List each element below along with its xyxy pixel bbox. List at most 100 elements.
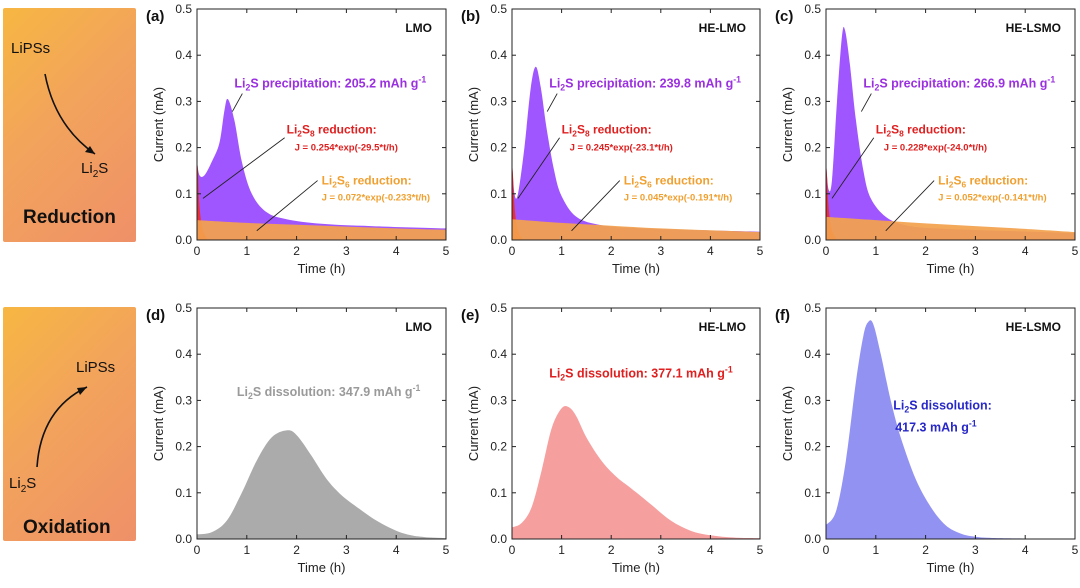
x-tick-label: 1	[558, 244, 565, 258]
dissolution-annotation-part-0: Li	[549, 366, 560, 380]
y-tick-label: 0.2	[490, 141, 507, 155]
panel-label: (a)	[146, 8, 164, 25]
y-tick-label: 0.3	[175, 393, 192, 407]
y-axis-label: Current (mA)	[151, 87, 166, 162]
plot-frame	[196, 307, 447, 540]
dissolution-annotation-part-0: Li	[893, 399, 904, 413]
x-tick-label: 5	[757, 543, 764, 557]
s6-pointer	[256, 180, 318, 232]
y-tick-label: 0.2	[490, 440, 507, 454]
y-tick-label: 0.2	[175, 141, 192, 155]
x-tick-label: 2	[608, 244, 615, 258]
s8-annotation-part-4: reduction:	[590, 123, 652, 137]
s8-pointer	[202, 137, 285, 199]
y-tick-label: 0.4	[175, 347, 192, 361]
s6-equation: J = 0.045*exp(-0.191*t/h)	[624, 193, 733, 204]
x-tick-label: 3	[972, 244, 979, 258]
y-tick-label: 0.5	[175, 301, 192, 315]
y-tick-label: 0.5	[804, 2, 821, 16]
reduction-to-label: Li2S	[81, 160, 108, 180]
chart-panel-6: 0 1 2 3 4 5 0.0 0.1 0.2 0.3 0.4 0.5 Time (h) Current …	[775, 301, 1079, 575]
reduction-arrow-icon	[44, 73, 96, 155]
y-tick-label: 0.3	[175, 94, 192, 108]
s8-annotation-part-4: reduction:	[315, 123, 377, 137]
y-tick-label: 0.1	[175, 187, 192, 201]
panel-title: HE-LMO	[699, 21, 746, 35]
s8-pointer	[831, 137, 875, 199]
y-tick-label: 0.3	[804, 393, 821, 407]
y-tick-label: 0.1	[804, 187, 821, 201]
s6-pointer	[885, 180, 935, 232]
y-tick-label: 0.0	[804, 233, 821, 247]
x-tick-label: 1	[872, 244, 879, 258]
y-axis-label: Current (mA)	[780, 87, 795, 162]
dissolution-annotation-part-2: S dissolution: 347.9 mAh g	[253, 385, 413, 399]
x-axis-label: Time (h)	[612, 560, 660, 575]
y-tick-label: 0.1	[490, 486, 507, 500]
s8-annotation-part-2: S	[577, 123, 585, 137]
x-tick-label: 5	[443, 244, 450, 258]
chart-panel-4: 0 1 2 3 4 5 0.0 0.1 0.2 0.3 0.4 0.5 Time (h) Current …	[146, 301, 450, 575]
x-tick-label: 3	[657, 244, 664, 258]
x-tick-label: 0	[509, 543, 516, 557]
x-axis-label: Time (h)	[298, 560, 346, 575]
precipitation-annotation-part-1: 2	[245, 83, 250, 93]
panel-title: LMO	[405, 320, 432, 334]
dissolution-annotation-part-3: -1	[413, 383, 421, 393]
panel-title: HE-LMO	[699, 320, 746, 334]
x-tick-label: 2	[922, 244, 929, 258]
plot-frame	[825, 8, 1076, 241]
plot-frame	[511, 8, 761, 241]
series-area-1-3	[197, 220, 446, 240]
y-tick-label: 0.0	[490, 233, 507, 247]
dissolution-annotation: Li2S dissolution: 347.9 mAh g-1	[237, 383, 421, 401]
y-tick-label: 0.4	[490, 48, 507, 62]
y-tick-label: 0.0	[175, 532, 192, 546]
x-axis-label: Time (h)	[612, 261, 660, 276]
y-tick-label: 0.3	[490, 94, 507, 108]
x-tick-label: 3	[343, 543, 350, 557]
reduction-scheme: LiPSs Li2S Reduction	[3, 8, 136, 242]
s8-pointer	[517, 137, 560, 199]
s8-annotation: Li2S8 reduction:	[562, 123, 652, 139]
x-tick-label: 0	[509, 244, 516, 258]
y-axis-label: Current (mA)	[780, 386, 795, 461]
s6-annotation-part-1: 2	[332, 180, 337, 190]
s8-annotation: Li2S8 reduction:	[876, 123, 966, 139]
s6-annotation-part-1: 2	[949, 180, 954, 190]
series-area-6-1	[826, 320, 1075, 539]
panel-label: (d)	[146, 307, 165, 324]
precip-pointer	[231, 93, 243, 112]
x-tick-label: 4	[707, 543, 714, 557]
y-tick-label: 0.0	[804, 532, 821, 546]
y-tick-label: 0.1	[804, 486, 821, 500]
oxidation-from-label: Li2S	[9, 475, 36, 495]
reduction-from-label: LiPSs	[11, 40, 51, 57]
precipitation-annotation-part-1: 2	[560, 83, 565, 93]
chart-panel-5: 0 1 2 3 4 5 0.0 0.1 0.2 0.3 0.4 0.5 Time (h) Current …	[461, 301, 764, 575]
x-axis-label: Time (h)	[927, 560, 975, 575]
x-tick-label: 4	[1022, 543, 1029, 557]
dissolution-annotation-part-1: 2	[248, 391, 253, 401]
precipitation-annotation-part-2: S precipitation: 239.8 mAh g	[565, 77, 733, 91]
y-tick-label: 0.5	[175, 2, 192, 16]
x-axis-label: Time (h)	[927, 261, 975, 276]
chart-panel-1: 0 1 2 3 4 5 0.0 0.1 0.2 0.3 0.4 0.5 Time (h) Current …	[146, 2, 450, 276]
s8-annotation: Li2S8 reduction:	[287, 123, 377, 139]
panel-title: HE-LSMO	[1006, 21, 1061, 35]
s6-annotation: Li2S6 reduction:	[322, 174, 412, 190]
dissolution-annotation-line2-part-1: -1	[969, 419, 977, 429]
series-area-3-3	[826, 216, 1075, 240]
s6-annotation-part-2: S	[337, 174, 345, 188]
s8-equation: J = 0.228*exp(-24.0*t/h)	[884, 143, 987, 154]
x-tick-label: 4	[393, 543, 400, 557]
x-tick-label: 1	[243, 244, 250, 258]
precipitation-annotation-part-2: S precipitation: 205.2 mAh g	[250, 77, 418, 91]
x-tick-label: 3	[657, 543, 664, 557]
x-tick-label: 2	[293, 244, 300, 258]
precipitation-annotation-part-1: 2	[874, 83, 879, 93]
plot-frame	[511, 307, 761, 540]
y-tick-label: 0.4	[804, 48, 821, 62]
precip-pointer	[546, 93, 558, 112]
precipitation-annotation-part-3: -1	[733, 75, 741, 85]
